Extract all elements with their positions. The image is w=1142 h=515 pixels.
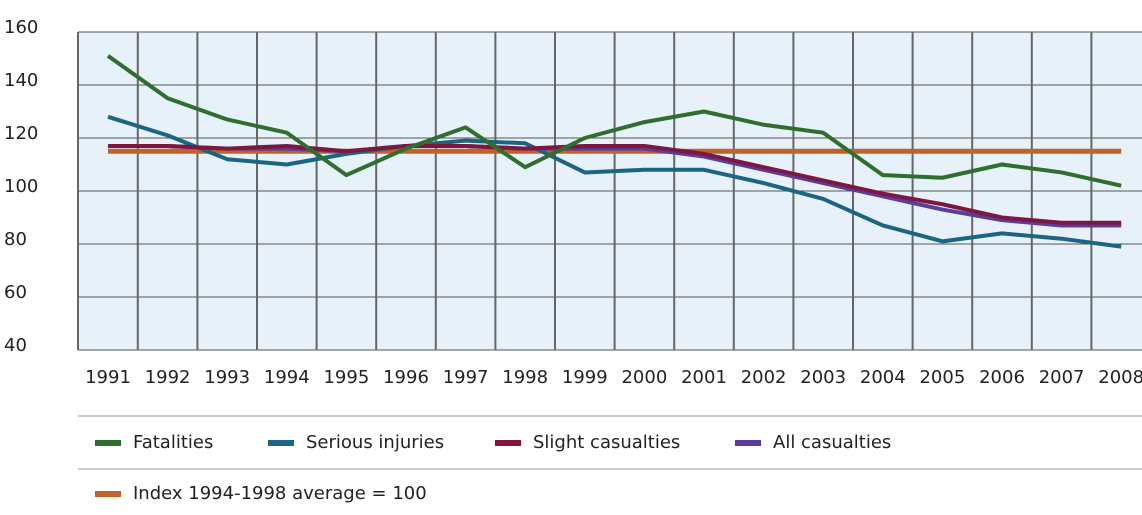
legend-label: Serious injuries [306, 432, 444, 453]
legend-label: Slight casualties [533, 432, 680, 453]
x-tick-label: 2005 [919, 367, 965, 388]
x-tick-label: 1998 [502, 367, 548, 388]
legend: Fatalities Serious injuries Slight casualt… [95, 432, 891, 504]
y-tick-label: 40 [4, 335, 27, 356]
legend-label: All casualties [773, 432, 891, 453]
x-tick-label: 2004 [860, 367, 906, 388]
series-line [108, 143, 1122, 228]
series-line [107, 114, 1122, 249]
y-tick-label: 80 [4, 229, 27, 250]
legend-label: Fatalities [133, 432, 213, 453]
y-tick-label: 60 [4, 282, 27, 303]
x-tick-label: 2007 [1039, 367, 1085, 388]
legend-swatch [95, 440, 121, 446]
lines [106, 54, 1122, 249]
grid [77, 31, 1142, 351]
x-tick-label: 2001 [681, 367, 727, 388]
legend-label: Index 1994-1998 average = 100 [133, 483, 427, 504]
y-tick-label: 140 [4, 70, 38, 91]
legend-swatch [735, 440, 761, 446]
y-tick-label: 100 [4, 176, 38, 197]
x-tick-label: 1999 [562, 367, 608, 388]
x-tick-label: 1994 [264, 367, 310, 388]
x-tick-label: 2000 [621, 367, 667, 388]
legend-swatch [95, 491, 121, 497]
x-tick-label: 2006 [979, 367, 1025, 388]
y-tick-label: 160 [4, 17, 38, 38]
y-tick-label: 120 [4, 123, 38, 144]
x-tick-label: 2002 [741, 367, 787, 388]
legend-swatch [268, 440, 294, 446]
series-line [108, 143, 1122, 225]
x-tick-label: 1992 [145, 367, 191, 388]
x-tick-label: 1997 [443, 367, 489, 388]
x-tick-label: 2008 [1098, 367, 1142, 388]
x-tick-label: 1995 [323, 367, 369, 388]
x-tick-label: 1991 [85, 367, 131, 388]
legend-swatch [495, 440, 521, 446]
x-tick-label: 2003 [800, 367, 846, 388]
x-tick-label: 1993 [204, 367, 250, 388]
x-tick-label: 1996 [383, 367, 429, 388]
series-line [106, 54, 1122, 188]
